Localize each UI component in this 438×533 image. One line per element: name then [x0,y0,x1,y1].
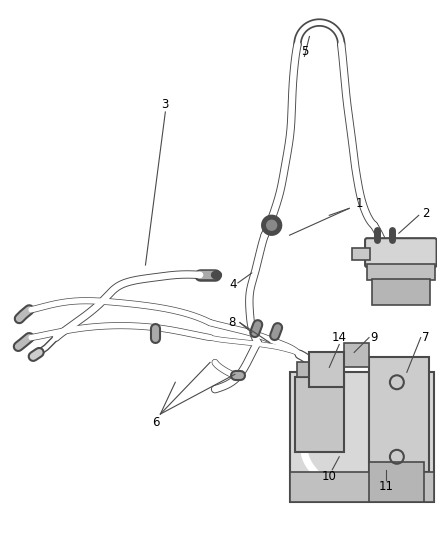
Text: 3: 3 [162,98,169,110]
Bar [290,472,434,502]
Bar [344,343,369,367]
Text: 4: 4 [229,278,237,292]
FancyBboxPatch shape [365,238,437,267]
Bar [290,373,434,502]
Text: 1: 1 [355,197,363,210]
Bar [369,462,424,502]
Text: 7: 7 [422,331,429,344]
Bar [369,358,429,472]
Text: 14: 14 [332,331,347,344]
Text: 8: 8 [228,316,236,329]
Text: 11: 11 [378,480,393,493]
Text: 5: 5 [301,45,308,58]
Text: 6: 6 [152,416,159,429]
Bar [297,362,341,377]
Bar [352,248,370,260]
Text: 2: 2 [422,207,429,220]
Bar [372,279,430,305]
Bar [367,264,434,280]
Text: 9: 9 [370,331,378,344]
Text: 10: 10 [322,470,337,483]
Circle shape [262,215,282,235]
Bar [294,377,344,452]
Circle shape [267,220,277,230]
Bar [309,352,344,387]
